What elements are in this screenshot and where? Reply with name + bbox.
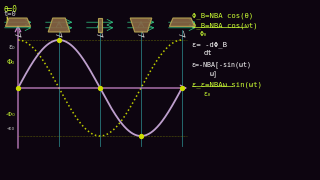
Text: Φ_B=NBA cos(θ): Φ_B=NBA cos(θ) [192, 12, 253, 19]
Text: ω]: ω] [210, 70, 218, 77]
Polygon shape [169, 18, 195, 26]
Polygon shape [48, 18, 70, 32]
Polygon shape [98, 18, 102, 32]
Text: Φ₀: Φ₀ [200, 31, 208, 37]
Text: t=0: t=0 [4, 11, 17, 17]
Text: ε₀: ε₀ [8, 44, 15, 50]
Text: ε=-NBA[-sin(ωt): ε=-NBA[-sin(ωt) [192, 61, 252, 68]
Text: dt: dt [204, 50, 213, 56]
Text: ε= -dΦ_B: ε= -dΦ_B [192, 41, 227, 48]
Text: -ε₀: -ε₀ [7, 126, 15, 131]
Text: ε_ε=NBAω sin(ωt): ε_ε=NBAω sin(ωt) [192, 81, 262, 88]
Polygon shape [130, 18, 152, 32]
Text: Φ_B=NBA cos(ωt): Φ_B=NBA cos(ωt) [192, 22, 258, 29]
Text: /: / [5, 17, 11, 27]
Text: θ=0: θ=0 [4, 5, 18, 14]
Polygon shape [5, 18, 31, 26]
Text: ε₀: ε₀ [204, 91, 212, 97]
Text: Φ₀: Φ₀ [7, 59, 15, 65]
Text: -Φ₀: -Φ₀ [5, 112, 15, 117]
